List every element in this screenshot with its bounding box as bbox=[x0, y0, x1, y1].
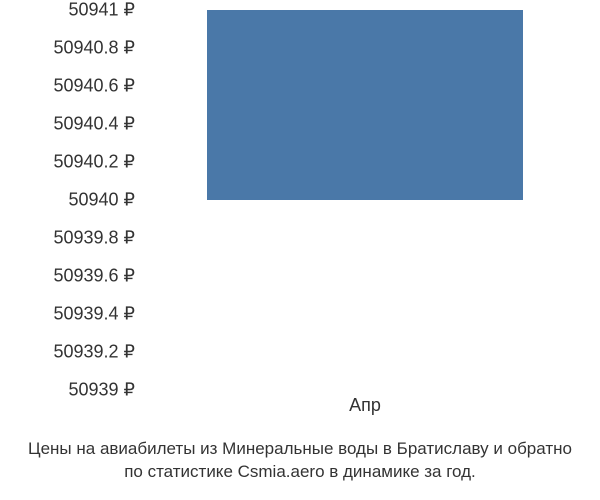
caption-line-2: по статистике Csmia.aero в динамике за г… bbox=[124, 462, 476, 481]
y-axis: 50941 ₽ 50940.8 ₽ 50940.6 ₽ 50940.4 ₽ 50… bbox=[0, 10, 140, 390]
y-tick: 50940.6 ₽ bbox=[53, 76, 135, 97]
y-tick: 50940.4 ₽ bbox=[53, 114, 135, 135]
y-tick: 50940.8 ₽ bbox=[53, 38, 135, 59]
y-tick: 50941 ₽ bbox=[68, 0, 135, 21]
y-tick: 50939 ₽ bbox=[68, 380, 135, 401]
bar-apr bbox=[207, 10, 524, 200]
y-tick: 50940.2 ₽ bbox=[53, 152, 135, 173]
plot-area bbox=[145, 10, 585, 390]
y-tick: 50940 ₽ bbox=[68, 190, 135, 211]
chart-caption: Цены на авиабилеты из Минеральные воды в… bbox=[0, 438, 600, 484]
price-chart: 50941 ₽ 50940.8 ₽ 50940.6 ₽ 50940.4 ₽ 50… bbox=[0, 0, 600, 500]
y-tick: 50939.4 ₽ bbox=[53, 304, 135, 325]
x-axis: Апр bbox=[145, 395, 585, 425]
y-tick: 50939.2 ₽ bbox=[53, 342, 135, 363]
caption-line-1: Цены на авиабилеты из Минеральные воды в… bbox=[28, 439, 572, 458]
y-tick: 50939.8 ₽ bbox=[53, 228, 135, 249]
y-tick: 50939.6 ₽ bbox=[53, 266, 135, 287]
x-tick: Апр bbox=[349, 395, 381, 416]
